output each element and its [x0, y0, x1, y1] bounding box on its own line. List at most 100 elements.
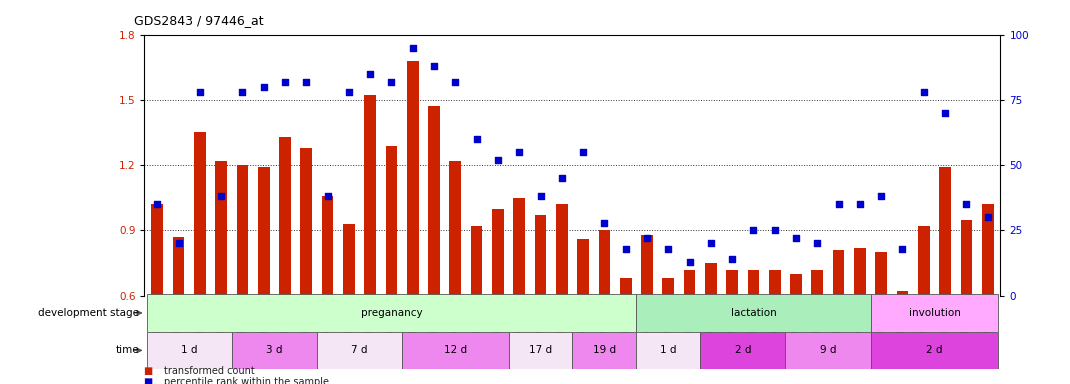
Bar: [577, 239, 588, 384]
Point: [404, 45, 422, 51]
Point: [745, 227, 762, 233]
Bar: [871, 294, 998, 332]
Bar: [402, 332, 508, 369]
Bar: [471, 226, 483, 384]
Point: [255, 84, 272, 90]
Text: development stage: development stage: [39, 308, 139, 318]
Point: [660, 246, 677, 252]
Bar: [147, 332, 232, 369]
Bar: [939, 167, 951, 384]
Bar: [598, 230, 610, 384]
Text: 12 d: 12 d: [444, 345, 467, 356]
Point: [915, 89, 932, 95]
Point: [319, 194, 336, 200]
Point: [362, 71, 379, 77]
Bar: [641, 235, 653, 384]
Bar: [151, 204, 163, 384]
Point: [340, 89, 357, 95]
Point: [766, 227, 783, 233]
Bar: [748, 270, 760, 384]
Bar: [258, 167, 270, 384]
Bar: [236, 165, 248, 384]
Point: [149, 201, 166, 207]
Text: 17 d: 17 d: [529, 345, 552, 356]
Bar: [620, 278, 631, 384]
Point: [276, 78, 293, 84]
Text: transformed count: transformed count: [164, 366, 255, 376]
Point: [830, 201, 847, 207]
Bar: [684, 270, 696, 384]
Text: 19 d: 19 d: [593, 345, 616, 356]
Bar: [364, 96, 376, 384]
Bar: [871, 332, 998, 369]
Point: [852, 201, 869, 207]
Text: 1 d: 1 d: [181, 345, 198, 356]
Bar: [572, 332, 637, 369]
Bar: [301, 148, 312, 384]
Bar: [982, 204, 994, 384]
Bar: [535, 215, 547, 384]
Point: [532, 194, 549, 200]
Point: [681, 259, 698, 265]
Bar: [897, 291, 908, 384]
Point: [170, 240, 187, 247]
Point: [426, 63, 443, 69]
Text: 3 d: 3 d: [266, 345, 282, 356]
Point: [489, 157, 506, 163]
Bar: [637, 332, 700, 369]
Text: 2 d: 2 d: [734, 345, 751, 356]
Text: ■: ■: [144, 377, 157, 384]
Point: [553, 175, 570, 181]
Bar: [875, 252, 887, 384]
Point: [873, 194, 890, 200]
Text: percentile rank within the sample: percentile rank within the sample: [164, 377, 328, 384]
Point: [936, 110, 953, 116]
Point: [958, 201, 975, 207]
Bar: [449, 161, 461, 384]
Point: [979, 214, 996, 220]
Bar: [637, 294, 871, 332]
Bar: [492, 209, 504, 384]
Bar: [147, 294, 637, 332]
Bar: [317, 332, 402, 369]
Bar: [790, 274, 801, 384]
Bar: [556, 204, 568, 384]
Bar: [514, 198, 525, 384]
Text: time: time: [116, 345, 139, 356]
Bar: [385, 146, 397, 384]
Bar: [769, 270, 781, 384]
Bar: [832, 250, 844, 384]
Text: lactation: lactation: [731, 308, 777, 318]
Point: [788, 235, 805, 241]
Bar: [700, 332, 785, 369]
Point: [383, 78, 400, 84]
Text: ■: ■: [144, 366, 157, 376]
Text: 7 d: 7 d: [351, 345, 368, 356]
Point: [192, 89, 209, 95]
Bar: [172, 237, 184, 384]
Text: 1 d: 1 d: [660, 345, 676, 356]
Bar: [811, 270, 823, 384]
Point: [297, 78, 315, 84]
Bar: [727, 270, 738, 384]
Bar: [854, 248, 866, 384]
Bar: [215, 161, 227, 384]
Bar: [322, 195, 334, 384]
Bar: [918, 226, 930, 384]
Point: [893, 246, 911, 252]
Point: [617, 246, 635, 252]
Bar: [343, 224, 355, 384]
Bar: [232, 332, 317, 369]
Point: [213, 194, 230, 200]
Point: [809, 240, 826, 247]
Bar: [194, 132, 205, 384]
Text: 9 d: 9 d: [820, 345, 837, 356]
Bar: [662, 278, 674, 384]
Point: [702, 240, 719, 247]
Text: GDS2843 / 97446_at: GDS2843 / 97446_at: [134, 14, 263, 27]
Point: [723, 256, 740, 262]
Bar: [508, 332, 572, 369]
Text: preganancy: preganancy: [361, 308, 423, 318]
Point: [510, 149, 528, 155]
Point: [639, 235, 656, 241]
